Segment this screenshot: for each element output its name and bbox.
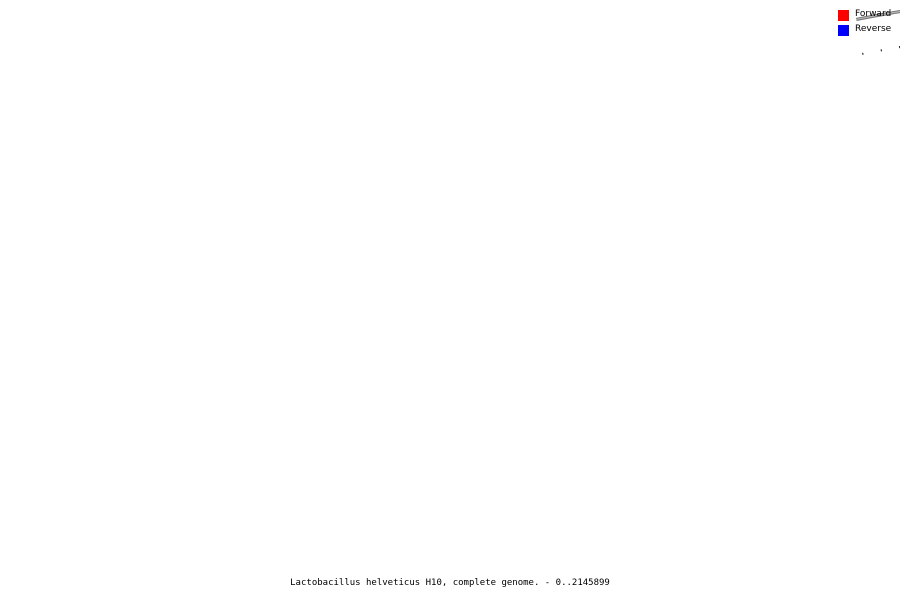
forward-label: Forward <box>855 9 892 19</box>
backbone-highlight <box>856 11 900 20</box>
reverse-label: Reverse <box>855 24 892 34</box>
backbone-line <box>856 10 900 21</box>
reverse-swatch <box>838 25 849 36</box>
genome-backbone <box>856 10 900 21</box>
map-caption: Lactobacillus helveticus H10, complete g… <box>290 578 610 588</box>
forward-swatch <box>838 10 849 21</box>
